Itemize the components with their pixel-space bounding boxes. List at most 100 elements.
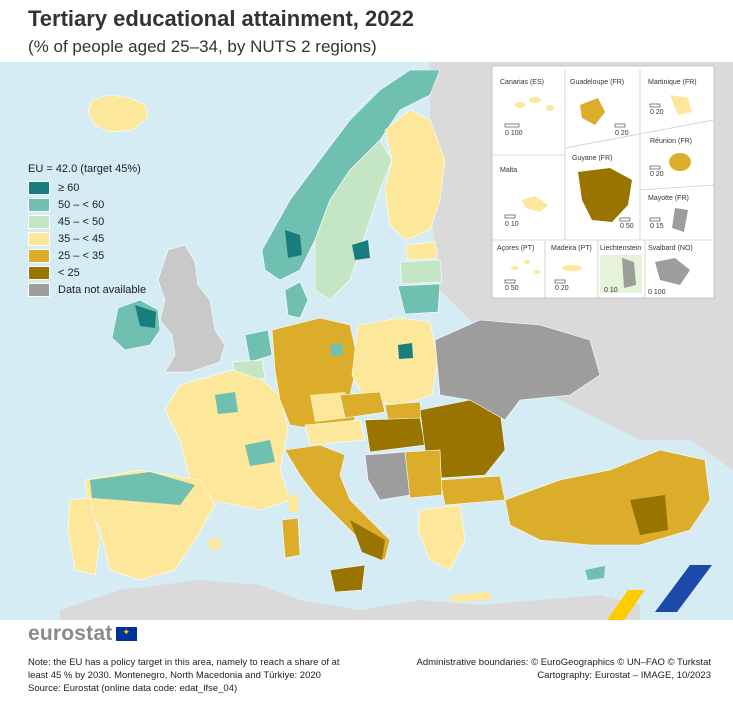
ukraine [434, 319, 601, 421]
inset-madeira-label: Madeira (PT) [551, 245, 592, 252]
poland-warsaw [398, 343, 413, 359]
legend: EU = 42.0 (target 45%) ≥ 60 50 – < 60 45… [28, 163, 146, 299]
footnote: Note: the EU has a policy target in this… [28, 656, 358, 695]
united-kingdom [157, 244, 226, 373]
portugal [67, 497, 101, 576]
inset-reunion-label: Réunion (FR) [650, 138, 692, 145]
cyprus [585, 566, 605, 580]
inset-canarias-island [529, 97, 541, 103]
inset-malta-label: Malta [500, 167, 517, 174]
legend-label: 35 – < 45 [58, 233, 105, 245]
credits-cartography: Cartography: Eurostat – IMAGE, 10/2023 [537, 670, 711, 681]
eurostat-logo[interactable]: eurostat ✦ [28, 622, 138, 646]
iceland [87, 94, 149, 133]
inset-malta-scale-bar [504, 214, 516, 219]
inset-liechtenstein-territory [622, 258, 636, 288]
czechia [339, 391, 386, 419]
lithuania [397, 283, 441, 315]
inset-malta-island [522, 196, 548, 212]
legend-swatch [28, 266, 50, 280]
inset-svalbard-territory [655, 258, 690, 285]
legend-item: 25 – < 35 [28, 248, 146, 264]
bosnia-serbia [364, 451, 411, 501]
credits: Administrative boundaries: © EuroGeograp… [416, 656, 711, 682]
inset-martinique-island [670, 95, 692, 115]
legend-swatch [28, 215, 50, 229]
inset-guyane-territory [578, 168, 632, 222]
sicily [329, 564, 366, 593]
sweden-stockholm [352, 240, 370, 260]
denmark [284, 281, 309, 319]
footnote-line: Note: the EU has a policy target in this… [28, 657, 340, 668]
inset-mayotte-label: Mayotte (FR) [648, 195, 689, 202]
inset-canarias-island [515, 102, 525, 108]
legend-item: Data not available [28, 282, 146, 298]
austria [304, 419, 366, 446]
legend-label: Data not available [58, 284, 147, 296]
norway [261, 69, 441, 281]
inset-acores-island [524, 260, 530, 264]
legend-item: ≥ 60 [28, 180, 146, 196]
norway-oslo [285, 230, 302, 258]
inset-reunion-scale: 0 20 [650, 171, 664, 178]
inset-svalbard-scale: 0 100 [648, 289, 666, 296]
legend-label: ≥ 60 [58, 182, 80, 194]
inset-guadeloupe-scale-bar [614, 123, 626, 128]
eurostat-logo-text: eurostat [28, 622, 113, 645]
poland [351, 317, 439, 406]
legend-item: 35 – < 45 [28, 231, 146, 247]
inset-guyane-scale: 0 50 [620, 223, 634, 230]
inset-mayotte-island [672, 208, 688, 232]
bulgaria [439, 475, 506, 506]
inset-liechtenstein-scale: 0 10 [604, 287, 618, 294]
inset-martinique-scale: 0 20 [650, 109, 664, 116]
legend-swatch [28, 232, 50, 246]
slovakia [384, 401, 423, 421]
france [164, 369, 291, 511]
inset-martinique-label: Martinique (FR) [648, 79, 697, 86]
inset-acores-label: Açores (PT) [497, 245, 534, 252]
inset-canarias-scale-bar [504, 123, 520, 128]
sweden [314, 139, 393, 301]
inset-panel: Canarias (ES) 0 100 Guadeloupe (FR) 0 20… [491, 65, 715, 299]
inset-liechtenstein-label: Liechtenstein [600, 245, 641, 252]
france-rhone-alpes [245, 440, 275, 466]
inset-malta-scale: 0 10 [505, 221, 519, 228]
map-subtitle: (% of people aged 25–34, by NUTS 2 regio… [28, 37, 377, 56]
finland [384, 109, 446, 241]
legend-swatch [28, 283, 50, 297]
map-title: Tertiary educational attainment, 2022 [28, 6, 414, 31]
inset-acores-scale: 0 50 [505, 285, 519, 292]
germany-bavaria [310, 392, 348, 422]
balearic-islands [208, 538, 222, 550]
inset-canarias-scale: 0 100 [505, 130, 523, 137]
inset-svalbard-label: Svalbard (NO) [648, 245, 693, 252]
serbia [404, 449, 443, 499]
legend-swatch [28, 198, 50, 212]
greece [417, 504, 466, 571]
inset-canarias-label: Canarias (ES) [500, 79, 544, 86]
legend-label: < 25 [58, 267, 80, 279]
legend-label: 50 – < 60 [58, 199, 105, 211]
inset-martinique-scale-bar [649, 103, 661, 108]
decor-stripe-blue [655, 565, 712, 612]
inset-mayotte-scale: 0 15 [650, 223, 664, 230]
inset-guyane-scale-bar [619, 217, 631, 222]
estonia [404, 241, 439, 261]
netherlands [244, 329, 273, 363]
legend-title: EU = 42.0 (target 45%) [28, 163, 141, 175]
credits-boundaries: Administrative boundaries: © EuroGeograp… [416, 657, 711, 668]
inset-acores-scale-bar [504, 279, 516, 284]
inset-guadeloupe-island [580, 98, 605, 125]
inset-madeira-scale-bar [554, 279, 566, 284]
inset-guyane-label: Guyane (FR) [572, 155, 612, 162]
legend-item: 50 – < 60 [28, 197, 146, 213]
legend-swatch [28, 181, 50, 195]
italy-south [350, 520, 385, 560]
legend-label: 45 – < 50 [58, 216, 105, 228]
sardinia [281, 517, 301, 559]
non-eu-land-south [60, 580, 640, 620]
germany-berlin [330, 343, 343, 356]
inset-guadeloupe-scale: 0 20 [615, 130, 629, 137]
inset-reunion-island [669, 153, 691, 171]
